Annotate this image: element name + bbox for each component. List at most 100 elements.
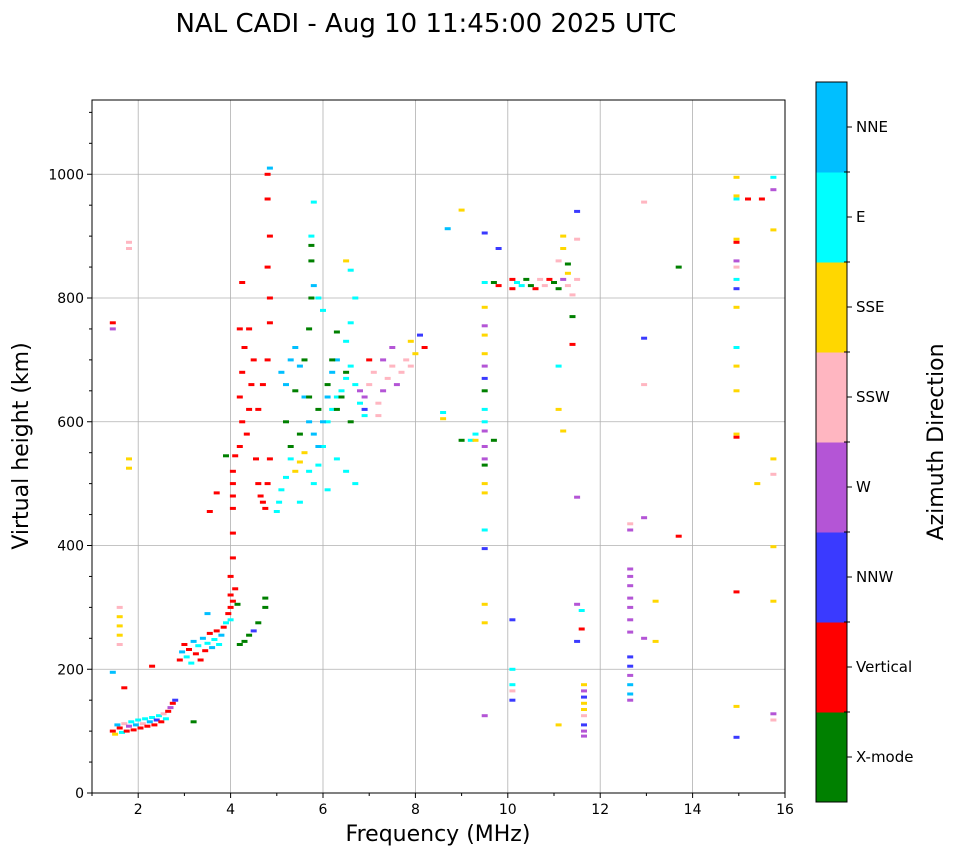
data-point-x-mode	[287, 445, 294, 448]
data-point-w	[481, 445, 488, 448]
colorbar-swatch-nne	[816, 82, 847, 173]
colorbar-frame	[815, 81, 848, 803]
data-point-vertical	[232, 454, 239, 458]
data-point-e	[347, 321, 354, 325]
data-point-ssw	[126, 247, 132, 250]
data-point-e	[361, 414, 368, 418]
data-point-e	[296, 500, 303, 504]
data-point-x-mode	[338, 395, 345, 399]
colorbar-tick-label: SSW	[856, 388, 890, 406]
data-point-ssw	[564, 284, 571, 288]
data-point-x-mode	[523, 277, 530, 281]
data-point-vertical	[232, 587, 239, 591]
data-point-vertical	[241, 346, 248, 349]
data-point-ssw	[384, 376, 391, 380]
data-point-sse	[116, 633, 123, 637]
data-point-sse	[481, 491, 488, 495]
data-point-vertical	[229, 506, 236, 510]
data-point-x-mode	[223, 454, 229, 458]
data-point-sse	[458, 208, 465, 212]
data-point-e	[320, 308, 326, 312]
data-point-e	[352, 482, 359, 486]
data-point-nne	[310, 432, 317, 436]
data-point-sse	[412, 352, 419, 356]
data-point-e	[149, 716, 156, 719]
colorbar: X-mode Vertical NNW W SSW SSE E NNE	[815, 81, 913, 803]
data-point-sse	[555, 407, 562, 411]
data-point-e	[211, 638, 218, 641]
data-point-w	[627, 574, 634, 578]
data-point-w	[627, 528, 634, 532]
data-point-x-mode	[308, 296, 315, 300]
data-point-sse	[564, 271, 571, 275]
data-point-nnw	[581, 695, 587, 699]
data-points	[109, 166, 777, 739]
data-point-e	[733, 197, 740, 201]
data-point-vertical	[149, 664, 156, 668]
colorbar-tick-label: X-mode	[856, 748, 913, 766]
data-point-ssw	[375, 414, 382, 418]
data-point-e	[223, 621, 229, 625]
data-point-ssw	[574, 277, 581, 281]
data-point-vertical	[202, 649, 209, 653]
grid-lines	[92, 100, 786, 794]
data-point-e	[216, 643, 223, 646]
y-tick-label: 0	[75, 786, 84, 802]
data-point-ssw	[641, 383, 648, 387]
data-point-nnw	[153, 718, 160, 722]
data-point-w	[126, 724, 132, 728]
data-point-vertical	[220, 625, 227, 629]
data-point-e	[306, 469, 313, 473]
data-point-nne	[190, 639, 197, 643]
data-point-e	[518, 284, 525, 288]
data-point-sse	[481, 333, 488, 337]
data-point-sse	[581, 708, 587, 711]
data-point-ssw	[375, 401, 382, 405]
data-point-w	[481, 364, 488, 368]
data-point-w	[167, 706, 174, 710]
data-point-ssw	[574, 237, 581, 241]
data-point-ssw	[366, 383, 373, 387]
data-point-vertical	[264, 197, 271, 201]
data-point-ssw	[160, 712, 167, 716]
data-point-x-mode	[190, 720, 197, 724]
colorbar-swatch-x-mode	[816, 712, 847, 803]
colorbar-tick-label: E	[856, 208, 865, 226]
data-point-w	[770, 188, 777, 192]
data-point-ssw	[403, 358, 410, 362]
data-point-sse	[733, 305, 740, 309]
data-point-vertical	[236, 327, 243, 331]
data-point-vertical	[569, 342, 576, 346]
data-point-nnw	[495, 247, 502, 250]
data-point-e	[119, 730, 125, 734]
data-point-vertical	[578, 627, 585, 631]
data-point-x-mode	[458, 438, 465, 442]
data-point-sse	[733, 194, 740, 198]
colorbar-swatch-vertical	[816, 622, 847, 713]
y-tick-label: 200	[57, 662, 84, 678]
colorbar-tick-label: W	[856, 478, 871, 496]
data-point-vertical	[229, 556, 236, 560]
data-point-e	[440, 411, 447, 414]
data-point-vertical	[257, 494, 264, 498]
data-point-w	[574, 495, 581, 499]
data-point-nne	[333, 358, 340, 362]
data-point-x-mode	[569, 315, 576, 319]
data-point-x-mode	[255, 621, 262, 625]
data-point-e	[343, 469, 350, 473]
data-point-sse	[733, 432, 740, 436]
data-point-vertical	[239, 370, 246, 374]
data-point-vertical	[264, 358, 271, 362]
data-point-x-mode	[246, 633, 253, 637]
data-point-nne	[114, 723, 121, 727]
data-point-nne	[444, 227, 451, 231]
data-point-sse	[581, 683, 587, 687]
data-point-vertical	[758, 197, 765, 201]
data-point-e	[357, 401, 363, 405]
data-point-nnw	[574, 639, 581, 643]
data-point-e	[472, 432, 479, 436]
data-point-ssw	[126, 240, 132, 244]
data-point-vertical	[109, 729, 116, 733]
data-point-nnw	[581, 723, 587, 727]
data-point-ssw	[509, 689, 516, 693]
